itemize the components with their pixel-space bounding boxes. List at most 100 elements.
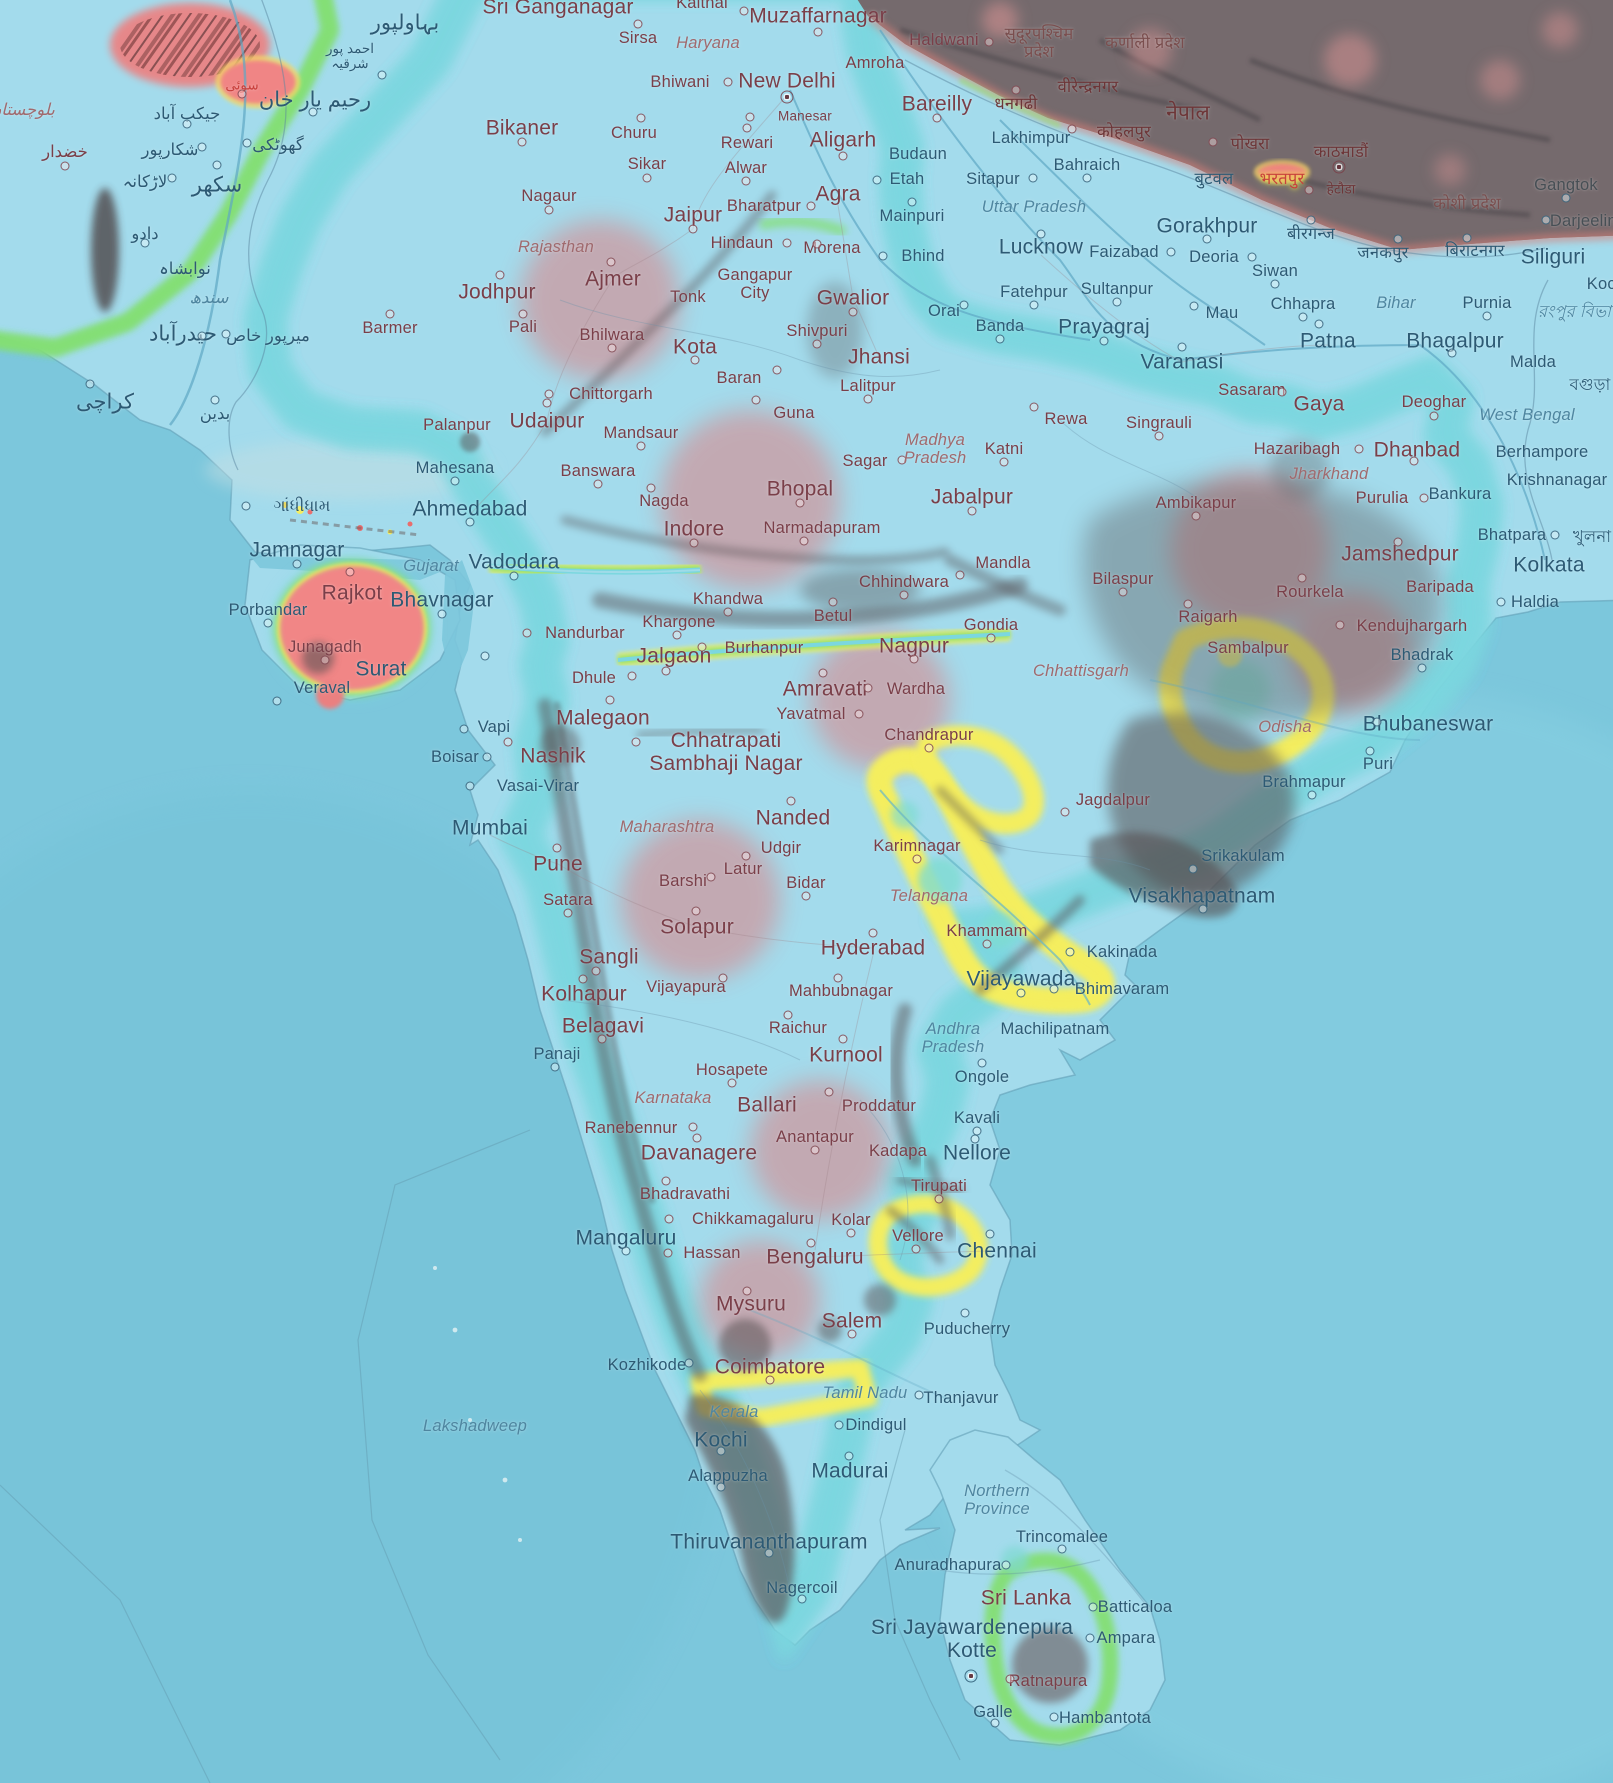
city-marker bbox=[1005, 1674, 1015, 1684]
city-marker bbox=[907, 197, 917, 207]
city-marker bbox=[810, 1145, 820, 1155]
map-label: Tonk bbox=[670, 287, 706, 306]
map-label: Guna bbox=[773, 403, 815, 422]
map-label: वीरेन्द्रनगर bbox=[1057, 77, 1119, 96]
city-marker bbox=[977, 1058, 987, 1068]
city-marker bbox=[691, 906, 701, 916]
map-label: لاڑکانہ bbox=[122, 172, 168, 191]
map-label: خضدار bbox=[42, 142, 88, 161]
map-label: رحیم یار خان bbox=[258, 88, 372, 112]
city-marker bbox=[377, 70, 387, 80]
map-label: Kadapa bbox=[868, 1141, 928, 1160]
city-marker bbox=[212, 160, 222, 170]
map-label: Mau bbox=[1205, 303, 1239, 322]
map-label: Mysuru bbox=[715, 1292, 787, 1316]
city-marker bbox=[723, 607, 733, 617]
map-label: Lucknow bbox=[998, 235, 1084, 259]
map-label: بدین bbox=[199, 404, 231, 423]
city-marker bbox=[838, 151, 848, 161]
city-marker bbox=[1065, 947, 1075, 957]
map-label: Machilipatnam bbox=[1000, 1019, 1110, 1038]
city-marker bbox=[167, 173, 177, 183]
map-label: Dhanbad bbox=[1373, 438, 1461, 462]
map-label: Deoghar bbox=[1401, 392, 1467, 411]
map-label: রংপুর বিভাগ bbox=[1537, 302, 1613, 321]
map-label: बिराटनगर bbox=[1445, 241, 1505, 260]
map-label: گھوٹکی bbox=[252, 135, 304, 154]
map-label: Hindaun bbox=[710, 233, 774, 252]
map-label: Siliguri bbox=[1520, 245, 1586, 269]
map-label: Kaithal bbox=[676, 0, 728, 12]
map-label: Khammam bbox=[946, 921, 1028, 940]
map-label: Hambantota bbox=[1059, 1708, 1151, 1727]
city-marker bbox=[1016, 988, 1026, 998]
map-label: Puducherry bbox=[923, 1319, 1011, 1338]
city-marker bbox=[480, 651, 490, 661]
map-label: नेपाल bbox=[1166, 101, 1210, 125]
city-marker bbox=[1482, 311, 1492, 321]
city-marker bbox=[739, 6, 749, 16]
map-label: Agra bbox=[815, 182, 861, 206]
city-marker bbox=[1202, 234, 1212, 244]
city-marker bbox=[1561, 193, 1571, 203]
map-label: Batticaloa bbox=[1097, 1597, 1173, 1616]
map-label: Bhubaneswar bbox=[1362, 712, 1494, 736]
city-marker bbox=[967, 506, 977, 516]
map-label: Sri Ganganagar bbox=[482, 0, 634, 19]
map-label: Bhimavaram bbox=[1074, 979, 1170, 998]
city-marker bbox=[517, 137, 527, 147]
city-marker bbox=[1314, 319, 1324, 329]
map-label: Bankura bbox=[1428, 484, 1492, 503]
map-label: Narmadapuram bbox=[763, 518, 881, 537]
map-label: Kozhikode bbox=[607, 1355, 687, 1374]
map-label: Hosapete bbox=[695, 1060, 769, 1079]
map-label: Anantapur bbox=[776, 1127, 854, 1146]
map-label: Tamil Nadu bbox=[822, 1383, 908, 1402]
map-label: Nellore bbox=[943, 1141, 1011, 1165]
map-label: Ratnapura bbox=[1008, 1671, 1088, 1690]
city-marker bbox=[783, 1010, 793, 1020]
map-label: Singrauli bbox=[1125, 413, 1193, 432]
city-marker bbox=[795, 498, 805, 508]
map-label: Patna bbox=[1300, 329, 1356, 353]
map-label: Ajmer bbox=[585, 267, 641, 291]
city-marker bbox=[605, 695, 615, 705]
city-marker bbox=[782, 238, 792, 248]
map-label: Anuradhapura bbox=[894, 1555, 1002, 1574]
map-label: Nagaur bbox=[521, 186, 577, 205]
city-marker bbox=[1462, 233, 1472, 243]
map-label: Bhilwara bbox=[579, 325, 645, 344]
roads bbox=[469, 94, 1329, 1258]
city-marker bbox=[999, 457, 1009, 467]
map-label: Maharashtra bbox=[619, 817, 715, 836]
map-label: Ahmedabad bbox=[412, 497, 528, 521]
city-marker bbox=[689, 538, 699, 548]
map-label: Sangli bbox=[579, 945, 639, 969]
map-label: Galle bbox=[973, 1702, 1013, 1721]
map-label: Mahbubnagar bbox=[788, 981, 894, 1000]
map-label: Raichur bbox=[768, 1018, 828, 1037]
map-label: Yavatmal bbox=[776, 704, 846, 723]
map-label: Gangapur City bbox=[717, 265, 793, 302]
map-label: Proddatur bbox=[841, 1096, 917, 1115]
map-label: Dhule bbox=[571, 668, 617, 687]
city-marker bbox=[1307, 790, 1317, 800]
city-marker bbox=[846, 1228, 856, 1238]
city-marker bbox=[742, 123, 752, 133]
map-label: Wardha bbox=[886, 679, 946, 698]
map-label: Jalgaon bbox=[636, 644, 712, 668]
city-marker bbox=[1541, 215, 1551, 225]
hill-ridges bbox=[538, 190, 1085, 1382]
admin-boundaries bbox=[228, 0, 1553, 1611]
map-label: Chhattisgarh bbox=[1033, 661, 1129, 680]
map-label: Siwan bbox=[1252, 261, 1298, 280]
city-marker bbox=[621, 1246, 631, 1256]
city-marker bbox=[550, 1062, 560, 1072]
city-marker bbox=[1112, 297, 1122, 307]
map-label: Bhiwani bbox=[650, 72, 710, 91]
city-marker bbox=[636, 113, 646, 123]
map-label: Mandsaur bbox=[603, 423, 679, 442]
map-label: Bengaluru bbox=[766, 1245, 864, 1269]
